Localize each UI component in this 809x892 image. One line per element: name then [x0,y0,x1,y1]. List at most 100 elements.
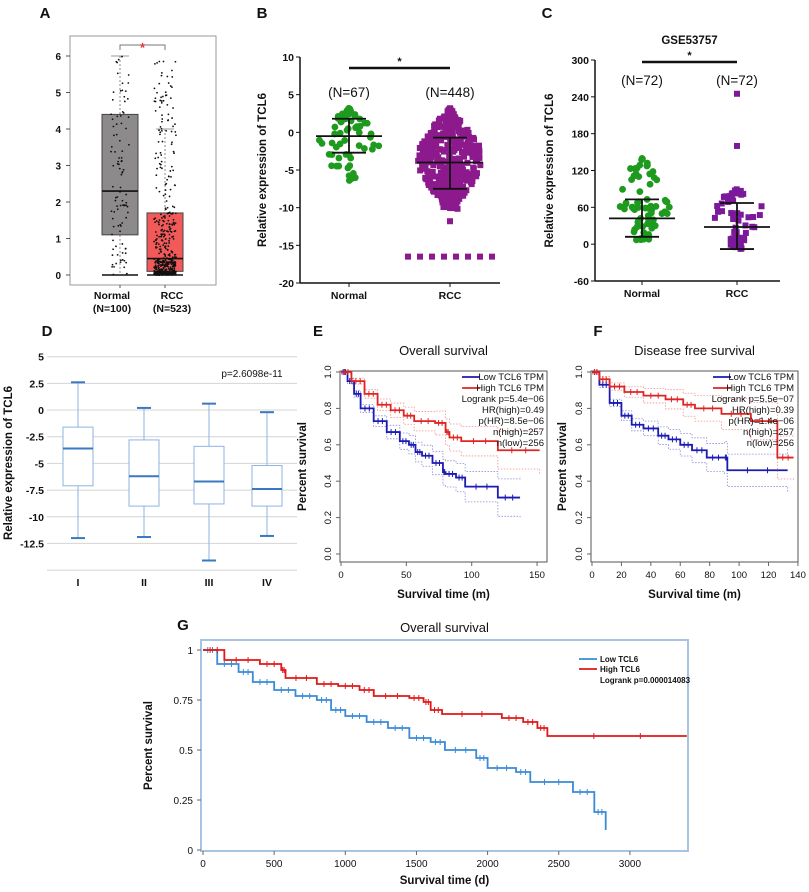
data-point [663,210,671,218]
data-point [116,196,119,198]
data-point [171,223,174,226]
data-point [729,235,736,242]
data-point [111,265,113,268]
data-point [174,272,177,275]
data-point [441,253,447,260]
y-tick-label: -5 [285,165,294,177]
data-point [351,174,359,182]
data-point [715,208,722,215]
legend-entry: High TCL6 TPM [726,383,794,394]
data-point [430,162,437,169]
data-point [118,139,121,142]
data-point [170,175,172,178]
data-point [161,217,163,219]
data-point [171,86,173,89]
data-point [155,268,158,271]
data-point [127,116,130,119]
data-point [156,167,158,170]
data-point [167,263,170,265]
confidence-band [592,371,789,455]
data-point [457,171,464,178]
data-point [170,143,173,146]
data-point [366,133,374,141]
data-point [120,122,123,125]
x-tick-label: 2000 [476,859,499,870]
data-point [164,189,167,192]
data-point [168,225,171,228]
y-tick-label: -60 [574,276,589,288]
n-label: (N=523) [153,303,191,315]
data-point [171,259,174,262]
data-point [174,60,177,63]
data-point [161,140,164,143]
data-point [125,201,128,204]
data-point [168,242,171,244]
data-point [711,214,718,221]
data-point [171,117,173,119]
data-point [158,223,160,226]
data-point [449,131,456,138]
data-point [160,154,163,156]
data-point [175,134,177,137]
data-point [175,273,177,276]
x-tick-label: 0 [338,570,343,581]
data-point [167,265,170,268]
data-point [465,130,472,137]
data-point [416,144,423,151]
box-stage-III [193,445,225,505]
data-point [730,216,737,223]
data-point [173,267,176,270]
y-tick-label: 2 [55,198,61,209]
data-point [438,157,445,164]
data-point [155,152,157,155]
data-point [634,204,642,211]
panel-label: G [177,617,189,634]
data-point [170,165,173,168]
data-point [157,272,160,275]
y-tick-label: 6 [55,52,61,63]
data-point [165,200,168,202]
chart-title: GSE53757 [661,35,717,47]
data-point [121,89,124,92]
data-point [121,252,124,254]
x-tick-label: 140 [790,570,806,581]
data-point [158,106,161,109]
data-point [456,119,463,126]
y-tick-label: 1 [55,235,61,246]
data-point [111,185,114,188]
data-point [351,111,359,118]
data-point [171,251,174,254]
x-tick-label: 2500 [548,859,571,870]
data-point [663,198,671,206]
y-tick-label: -7.5 [26,485,44,497]
data-point [120,173,123,176]
data-point [168,195,171,198]
data-point [168,237,171,240]
data-point [154,221,156,224]
data-point [750,213,757,220]
data-point [125,216,128,219]
x-tick-label: IV [262,577,272,589]
data-point [714,203,721,210]
data-point [164,207,167,210]
data-point [112,125,115,128]
confidence-band [592,373,789,493]
stat-text: Logrank p=5.4e−06 [462,394,544,405]
data-point [116,72,119,75]
data-point [167,82,170,84]
data-point [127,82,130,84]
x-axis-title: Survival time (d) [400,875,490,887]
data-point [159,271,161,274]
data-point [451,124,458,131]
data-point [439,123,446,130]
data-point [159,250,162,253]
data-point [154,239,157,241]
data-point [440,175,447,182]
data-point [628,203,636,211]
data-point [155,220,158,222]
data-point [722,193,729,200]
data-point [171,273,174,275]
y-tick-label: 3 [55,162,61,173]
data-point [164,216,166,219]
